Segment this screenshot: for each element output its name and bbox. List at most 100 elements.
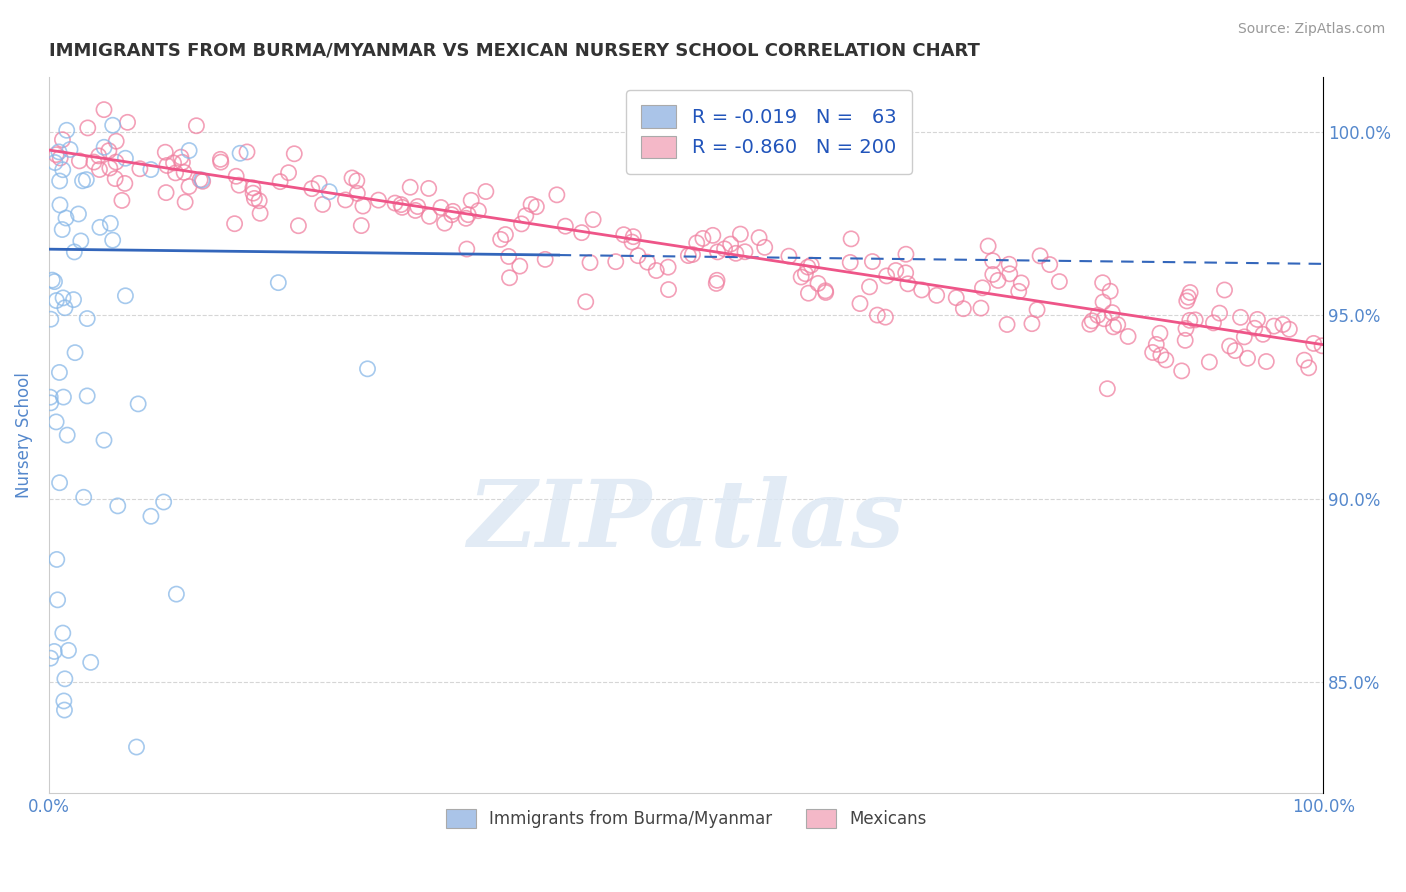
Point <box>170 150 193 164</box>
Point <box>1174 321 1197 335</box>
Point <box>52 291 75 305</box>
Point <box>972 281 994 295</box>
Point <box>839 255 862 269</box>
Point <box>101 233 124 247</box>
Point <box>571 226 593 240</box>
Point <box>139 162 162 177</box>
Point <box>127 397 149 411</box>
Point <box>45 552 67 566</box>
Point <box>1144 337 1167 351</box>
Point <box>440 208 463 222</box>
Point <box>494 227 516 242</box>
Point <box>987 273 1010 287</box>
Point <box>1010 276 1032 290</box>
Point <box>678 249 700 263</box>
Point <box>790 270 813 285</box>
Point <box>1047 275 1070 289</box>
Point <box>441 204 464 219</box>
Point <box>346 186 368 201</box>
Point <box>156 159 179 173</box>
Point <box>93 433 115 447</box>
Point <box>242 181 264 195</box>
Legend: Immigrants from Burma/Myanmar, Mexicans: Immigrants from Burma/Myanmar, Mexicans <box>439 802 934 834</box>
Point <box>554 219 576 234</box>
Point <box>62 293 84 307</box>
Point <box>1246 312 1268 326</box>
Point <box>706 273 728 287</box>
Point <box>114 289 136 303</box>
Point <box>807 277 830 291</box>
Point <box>800 258 823 272</box>
Point <box>48 145 70 159</box>
Point <box>162 156 184 170</box>
Point <box>55 123 77 137</box>
Point <box>520 197 543 211</box>
Point <box>579 255 602 269</box>
Point <box>51 222 73 236</box>
Point <box>475 185 498 199</box>
Point <box>1298 360 1320 375</box>
Point <box>53 301 76 315</box>
Point <box>39 651 62 665</box>
Point <box>704 277 727 291</box>
Point <box>1099 284 1122 298</box>
Point <box>657 283 679 297</box>
Point <box>454 211 477 226</box>
Point <box>367 193 389 207</box>
Point <box>39 396 62 410</box>
Point <box>713 242 735 256</box>
Point <box>52 390 75 404</box>
Point <box>995 318 1018 332</box>
Point <box>165 166 187 180</box>
Point <box>839 232 862 246</box>
Point <box>98 161 121 175</box>
Point <box>814 284 837 298</box>
Point <box>48 475 70 490</box>
Point <box>1271 318 1294 332</box>
Point <box>267 276 290 290</box>
Point <box>489 232 512 246</box>
Point <box>114 177 136 191</box>
Point <box>44 155 66 169</box>
Point <box>283 146 305 161</box>
Point <box>39 390 62 404</box>
Point <box>179 144 201 158</box>
Point <box>1008 285 1031 299</box>
Point <box>621 229 644 244</box>
Point <box>1021 317 1043 331</box>
Point <box>977 239 1000 253</box>
Point <box>1213 283 1236 297</box>
Point <box>1233 330 1256 344</box>
Y-axis label: Nursery School: Nursery School <box>15 372 32 498</box>
Point <box>797 286 820 301</box>
Point <box>111 194 134 208</box>
Point <box>686 235 709 250</box>
Point <box>53 672 76 686</box>
Point <box>1202 316 1225 330</box>
Point <box>1150 348 1173 362</box>
Point <box>1026 302 1049 317</box>
Point <box>1236 351 1258 366</box>
Point <box>318 185 340 199</box>
Point <box>172 155 194 169</box>
Point <box>613 227 636 242</box>
Point <box>498 270 520 285</box>
Point <box>1256 354 1278 368</box>
Point <box>894 247 917 261</box>
Point <box>1107 318 1129 332</box>
Point <box>139 509 162 524</box>
Point <box>177 179 200 194</box>
Point <box>884 263 907 277</box>
Point <box>515 209 537 223</box>
Point <box>1178 285 1201 300</box>
Point <box>52 694 75 708</box>
Point <box>1091 276 1114 290</box>
Point <box>287 219 309 233</box>
Point <box>44 275 66 289</box>
Point <box>301 181 323 195</box>
Point <box>1184 313 1206 327</box>
Point <box>352 199 374 213</box>
Point <box>98 216 121 230</box>
Point <box>814 285 837 300</box>
Point <box>952 301 974 316</box>
